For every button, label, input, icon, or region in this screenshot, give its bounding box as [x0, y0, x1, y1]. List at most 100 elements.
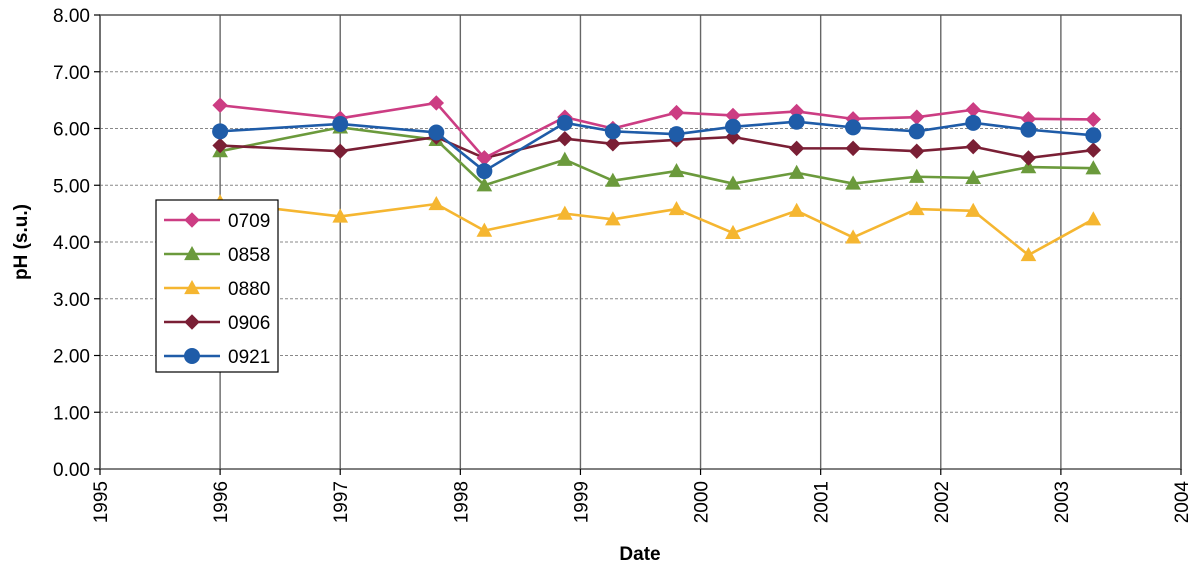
- series-line-0858: [219, 126, 1094, 187]
- data-point-0921: [908, 123, 925, 140]
- legend-label: 0921: [228, 347, 270, 368]
- legend-marker: [184, 314, 200, 330]
- series-0880: [212, 194, 1102, 262]
- series-0921: [212, 113, 1102, 180]
- x-tick-label: 2002: [932, 481, 953, 523]
- data-point-0921: [1085, 127, 1102, 144]
- data-point-0921: [604, 123, 621, 140]
- data-point-0906: [212, 137, 228, 154]
- series-0906: [212, 129, 1102, 166]
- y-axis-ticks: 0.00 1.00 2.00 3.00 4.00 5.00 6.00 7.00 8.00: [53, 6, 100, 481]
- data-point-0858: [556, 151, 573, 166]
- data-point-0906: [845, 140, 861, 157]
- y-tick-label: 2.00: [53, 347, 90, 368]
- y-tick-label: 8.00: [53, 6, 90, 27]
- data-point-0709: [212, 97, 228, 113]
- legend-marker: [184, 245, 200, 261]
- legend-marker: [184, 212, 200, 228]
- data-point-0880: [428, 195, 445, 211]
- data-point-0921: [428, 124, 445, 141]
- data-point-0880: [1020, 247, 1037, 262]
- legend-label: 0858: [228, 245, 270, 266]
- data-point-0921: [965, 114, 982, 131]
- data-point-0921: [332, 115, 349, 132]
- x-tick-label: 1999: [571, 481, 592, 523]
- legend-label: 0880: [228, 279, 270, 300]
- data-point-0906: [965, 138, 981, 155]
- y-tick-label: 6.00: [53, 120, 90, 141]
- data-point-0858: [908, 168, 925, 183]
- data-point-0906: [557, 131, 573, 147]
- y-tick-label: 0.00: [53, 460, 90, 481]
- data-point-0858: [965, 169, 982, 184]
- data-point-0880: [1085, 211, 1102, 226]
- x-tick-label: 1997: [331, 481, 352, 523]
- data-point-0880: [908, 201, 925, 216]
- data-point-0858: [845, 175, 861, 190]
- legend-item-0921: 0921: [164, 347, 270, 368]
- data-point-0921: [724, 118, 741, 135]
- legend-label: 0709: [228, 211, 270, 232]
- x-axis-ticks: 1995 1996 1997 1998 1999 2000 2001 2002 2003 2004: [91, 469, 1193, 523]
- x-tick-label: 2000: [692, 481, 713, 523]
- legend-marker: [184, 279, 200, 295]
- legend-item-0906: 0906: [164, 313, 270, 334]
- series-layer: [212, 95, 1102, 262]
- series-line-0921: [220, 120, 1094, 173]
- data-point-0906: [1085, 142, 1102, 158]
- data-point-0921: [668, 126, 685, 143]
- legend-marker: [184, 348, 200, 364]
- data-point-0880: [845, 229, 861, 244]
- data-point-0858: [1020, 159, 1037, 174]
- data-point-0921: [476, 163, 493, 180]
- data-point-0858: [605, 172, 621, 187]
- chart-legend: 0709 0858 0880 0906 0921: [155, 199, 279, 373]
- x-tick-label: 1998: [451, 481, 472, 523]
- data-point-0858: [1085, 160, 1102, 175]
- legend-label: 0906: [228, 313, 270, 334]
- data-point-0921: [556, 114, 573, 131]
- data-point-0858: [476, 177, 493, 192]
- data-point-0906: [332, 143, 348, 159]
- data-point-0880: [332, 208, 349, 223]
- data-point-0880: [788, 202, 805, 217]
- data-point-0880: [965, 202, 982, 217]
- legend-item-0709: 0709: [164, 211, 270, 232]
- data-point-0858: [668, 163, 685, 178]
- data-point-0880: [556, 205, 573, 220]
- data-point-0880: [725, 224, 741, 240]
- data-point-0709: [1085, 111, 1102, 128]
- x-tick-label: 1996: [211, 481, 232, 523]
- series-line-0880: [219, 200, 1094, 257]
- data-point-0880: [476, 222, 493, 237]
- data-point-0906: [605, 136, 621, 152]
- legend-item-0880: 0880: [164, 279, 270, 300]
- data-point-0921: [845, 119, 862, 136]
- data-point-0921: [1020, 121, 1037, 138]
- data-point-0906: [788, 140, 805, 157]
- x-axis-title: Date: [619, 544, 660, 565]
- data-point-0709: [668, 104, 685, 121]
- data-point-0858: [725, 175, 741, 190]
- data-point-0709: [909, 109, 925, 125]
- data-point-0906: [909, 143, 925, 159]
- data-point-0709: [965, 102, 981, 118]
- data-point-0921: [212, 123, 229, 140]
- x-tick-label: 2001: [812, 481, 833, 523]
- y-tick-label: 5.00: [53, 176, 90, 197]
- grid-lines: [99, 14, 1182, 470]
- series-line-0906: [220, 135, 1094, 160]
- y-axis-title: pH (s.u.): [11, 204, 32, 280]
- data-point-0709: [428, 95, 445, 111]
- series-0858: [212, 119, 1102, 192]
- data-point-0880: [668, 201, 685, 216]
- legend-item-0858: 0858: [164, 245, 270, 266]
- y-tick-label: 3.00: [53, 290, 90, 311]
- x-tick-label: 1995: [91, 481, 112, 523]
- y-tick-label: 4.00: [53, 233, 90, 254]
- data-point-0906: [1020, 150, 1037, 166]
- legend-box: [155, 199, 279, 373]
- series-line-0709: [219, 101, 1094, 160]
- y-tick-label: 1.00: [53, 403, 90, 424]
